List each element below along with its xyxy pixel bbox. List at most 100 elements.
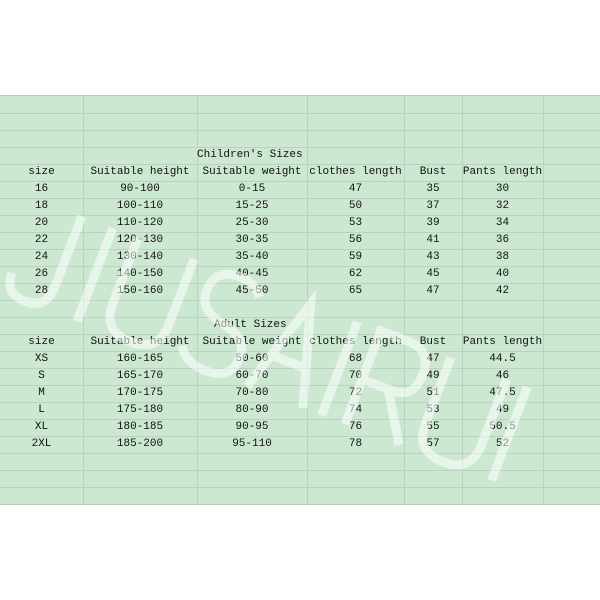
table-cell: 47 (426, 353, 440, 365)
table-cell: 40 (495, 268, 510, 280)
table-cell: 20 (34, 217, 49, 229)
table-cell: XS (34, 353, 49, 365)
table-cell: 60-70 (235, 370, 269, 382)
table-cell: 47 (348, 183, 363, 195)
table-cell: 100-110 (116, 200, 164, 212)
table-cell: 56 (348, 234, 363, 246)
table-cell: 35 (426, 183, 440, 195)
table-cell: 160-165 (116, 353, 164, 365)
grid-row-line (0, 300, 600, 301)
grid-row-line (0, 164, 600, 165)
table-cell: 110-120 (116, 217, 164, 229)
column-header: size (28, 166, 55, 178)
table-cell: 78 (348, 438, 363, 450)
table-cell: 62 (348, 268, 363, 280)
table-cell: 53 (348, 217, 363, 229)
grid-row-line (0, 198, 600, 199)
size-chart-sheet: Children's Sizes Adult Sizes size Suitabl… (0, 95, 600, 505)
table-cell: 30-35 (235, 234, 269, 246)
table-cell: 120-130 (116, 234, 164, 246)
table-cell: 52 (495, 438, 510, 450)
table-cell: 32 (495, 200, 510, 212)
table-cell: 38 (495, 251, 510, 263)
table-cell: 45-50 (235, 285, 269, 297)
grid-row-line (0, 283, 600, 284)
table-cell: 57 (426, 438, 440, 450)
table-cell: 53 (426, 404, 440, 416)
table-cell: 59 (348, 251, 363, 263)
table-cell: 180-185 (116, 421, 164, 433)
table-cell: 55 (426, 421, 440, 433)
table-cell: 46 (495, 370, 510, 382)
grid-row-line (0, 249, 600, 250)
grid-row-line (0, 419, 600, 420)
table-cell: 44.5 (489, 353, 516, 365)
grid-row-line (0, 113, 600, 114)
column-header: clothes length (309, 166, 402, 178)
table-cell: 42 (495, 285, 510, 297)
column-header: Suitable height (90, 166, 190, 178)
table-cell: 50.5 (489, 421, 516, 433)
grid-row-line (0, 453, 600, 454)
table-cell: S (38, 370, 45, 382)
table-cell: 185-200 (116, 438, 164, 450)
table-cell: 49 (426, 370, 440, 382)
table-cell: 16 (34, 183, 49, 195)
column-header: size (28, 336, 55, 348)
table-cell: 40-45 (235, 268, 269, 280)
column-header: Suitable weight (202, 166, 302, 178)
table-cell: 26 (34, 268, 49, 280)
table-cell: 74 (348, 404, 363, 416)
grid-row-line (0, 470, 600, 471)
adult-sizes-title: Adult Sizes (214, 319, 287, 331)
table-cell: 47 (426, 285, 440, 297)
table-cell: 25-30 (235, 217, 269, 229)
table-cell: 41 (426, 234, 440, 246)
table-cell: 34 (495, 217, 510, 229)
table-cell: 90-100 (120, 183, 160, 195)
table-cell: 0-15 (238, 183, 266, 195)
column-header: Bust (419, 166, 447, 178)
table-cell: 36 (495, 234, 510, 246)
table-cell: 45 (426, 268, 440, 280)
grid-row-line (0, 232, 600, 233)
table-cell: 175-180 (116, 404, 164, 416)
table-cell: 150-160 (116, 285, 164, 297)
table-cell: 170-175 (116, 387, 164, 399)
column-header: Pants length (462, 166, 543, 178)
grid-row-line (0, 317, 600, 318)
table-cell: 22 (34, 234, 49, 246)
table-cell: 15-25 (235, 200, 269, 212)
table-cell: 95-110 (232, 438, 272, 450)
table-cell: 47.5 (489, 387, 516, 399)
column-header: clothes length (309, 336, 402, 348)
grid-row-line (0, 147, 600, 148)
table-cell: 68 (348, 353, 363, 365)
grid-row-line (0, 266, 600, 267)
column-header: Suitable height (90, 336, 190, 348)
table-cell: 76 (348, 421, 363, 433)
table-cell: 39 (426, 217, 440, 229)
table-cell: 50-60 (235, 353, 269, 365)
table-cell: 37 (426, 200, 440, 212)
table-cell: 35-40 (235, 251, 269, 263)
column-header: Bust (419, 336, 447, 348)
table-cell: 43 (426, 251, 440, 263)
table-cell: XL (34, 421, 49, 433)
table-cell: 65 (348, 285, 363, 297)
table-cell: 80-90 (235, 404, 269, 416)
table-cell: 140-150 (116, 268, 164, 280)
table-cell: 18 (34, 200, 49, 212)
table-cell: 165-170 (116, 370, 164, 382)
grid-row-line (0, 130, 600, 131)
table-cell: 130-140 (116, 251, 164, 263)
grid-row-line (0, 436, 600, 437)
table-cell: 24 (34, 251, 49, 263)
table-cell: 70-80 (235, 387, 269, 399)
table-cell: L (38, 404, 45, 416)
table-cell: 50 (348, 200, 363, 212)
table-cell: 51 (426, 387, 440, 399)
table-cell: 49 (495, 404, 510, 416)
table-cell: 90-95 (235, 421, 269, 433)
table-cell: M (38, 387, 45, 399)
